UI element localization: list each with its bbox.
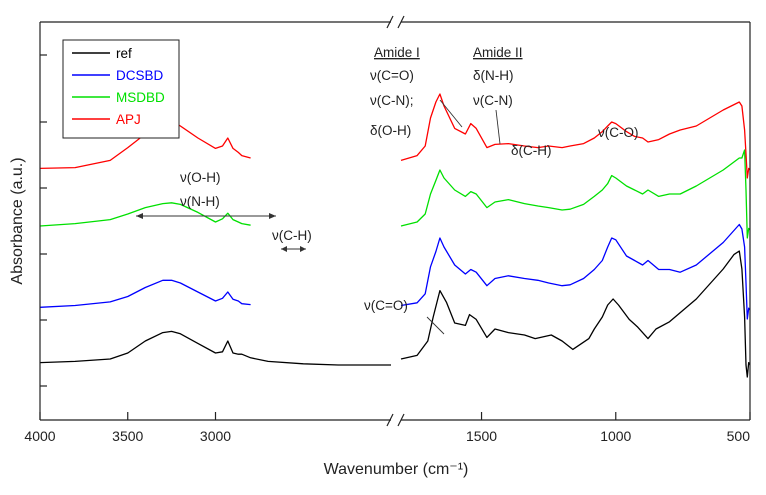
x-tick-layer: 4000 3500 3000 1500 1000 500 [24,412,751,444]
series-apj-low [400,93,751,179]
legend-label-dcsbd: DCSBD [116,68,164,83]
amide-2-line-1: δ(N-H) [473,68,514,83]
legend-label-apj: APJ [116,112,141,127]
x-tick-label: 3500 [112,428,143,444]
series-layer [39,93,751,378]
amide-1-line-3: δ(O-H) [370,123,411,138]
series-msdbd-low [400,149,751,239]
series-msdbd-high [39,202,251,227]
legend-label-ref: ref [116,46,132,61]
legend-label-msdbd: MSDBD [116,90,165,105]
break-mark-bottom-a [386,413,394,427]
amide-2-header: Amide II [473,45,523,60]
co-stretch-label: ν(C-O) [598,125,639,140]
axis-frame [39,15,751,427]
series-ref-high [39,330,391,366]
amide-1-leader [439,99,463,128]
break-mark-bottom-b [397,413,405,427]
x-tick-label: 1000 [600,428,631,444]
co-stretch-ref-leader [426,316,445,335]
x-axis-title: Wavenumber (cm⁻¹) [324,461,469,478]
ch-bend-label: δ(C-H) [511,143,552,158]
y-axis-title: Absorbance (a.u.) [9,157,26,284]
oh-stretch-label: ν(O-H) [180,170,221,185]
amide-2-line-2: ν(C-N) [473,93,513,108]
break-mark-top-b [397,15,405,29]
nh-range-arrow-head-left [136,213,143,219]
series-apj-high [39,119,251,170]
co-stretch-ref-label: ν(C=O) [364,298,408,313]
x-tick-label: 3000 [200,428,231,444]
x-tick-label: 4000 [24,428,55,444]
amide-1-line-2: ν(C-N); [370,93,414,108]
nh-range-arrow-head-right [269,213,276,219]
x-tick-label: 1500 [466,428,497,444]
x-tick-label: 500 [727,428,751,444]
ch-range-arrow-head-right [300,246,306,252]
amide-1-header: Amide I [374,45,420,60]
break-mark-top-a [386,15,394,29]
ch-stretch-label: ν(C-H) [272,228,312,243]
ch-range-arrow-head-left [281,246,287,252]
series-dcsbd-low [400,223,751,320]
annotations: Amide I ν(C=O) ν(C-N); δ(O-H) Amide II δ… [136,45,639,335]
series-ref-low [400,250,751,378]
legend: ref DCSBD MSDBD APJ [62,39,180,139]
nh-stretch-label: ν(N-H) [180,194,220,209]
legend-box [62,39,180,139]
amide-2-leader [495,109,501,145]
series-dcsbd-high [39,279,251,308]
amide-1-line-1: ν(C=O) [370,68,414,83]
